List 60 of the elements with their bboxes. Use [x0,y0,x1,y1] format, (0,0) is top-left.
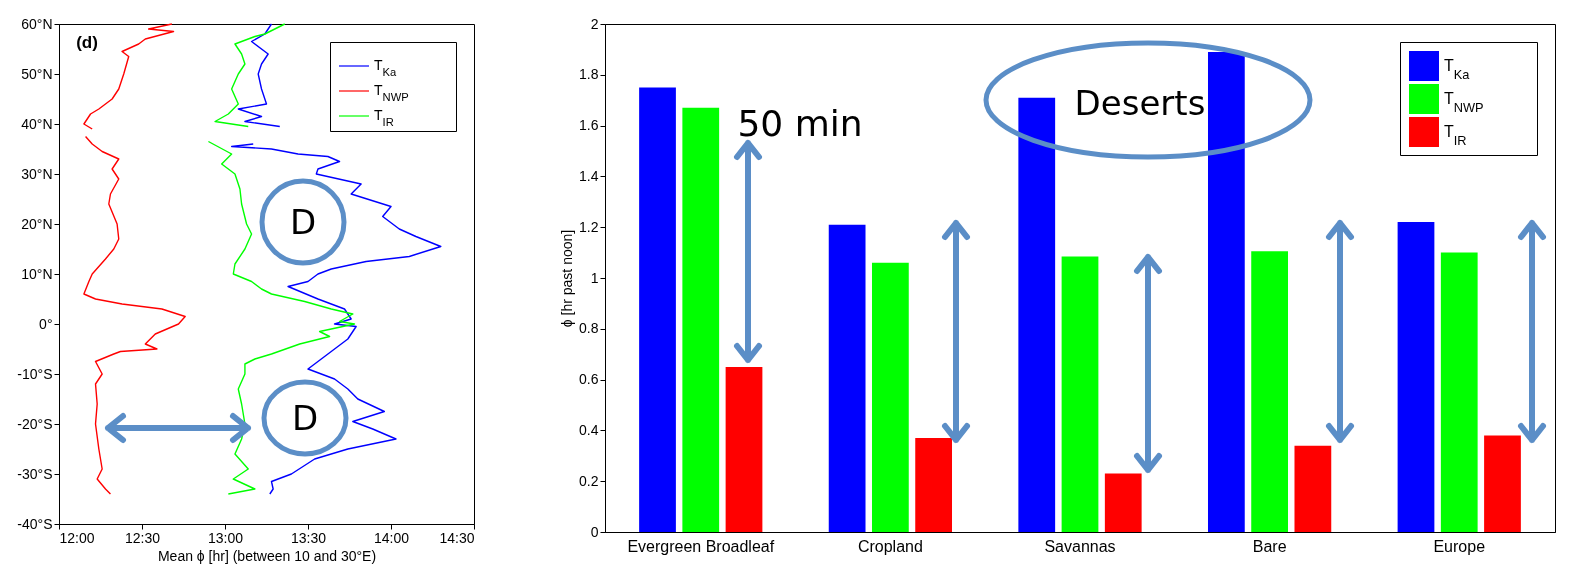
legend-label: T$_{IR}$ [1444,123,1467,148]
x-tick-label: 12:00 [59,529,95,546]
y-tick-label: -30°S [17,465,53,482]
annotation: 50 min [737,102,863,144]
x-tick-label: Savannas [1044,537,1116,555]
legend-label: T$_{NWP}$ [1444,90,1484,115]
bar [1251,251,1288,532]
bar [1294,445,1332,532]
x-tick-label: 13:00 [207,529,244,546]
x-tick-label: Europe [1433,537,1486,555]
y-tick-label: 50°N [21,65,53,82]
y-tick-label: 0° [39,315,53,332]
legend-label: T$_{Ka}$ [1444,57,1471,82]
y-tick-label: 10°N [21,265,53,282]
bar [872,262,909,532]
bar [639,87,676,532]
x-tick-label: 14:30 [439,529,475,546]
x-tick-label: 13:30 [290,529,327,546]
y-tick-label: -40°S [17,515,53,532]
annotation: D [289,202,317,242]
y-tick-label: 2 [590,15,599,32]
bar [1018,97,1056,532]
y-tick-label: 30°N [21,165,53,182]
annotation: (d) [76,33,98,53]
y-tick-label: 1.6 [579,117,599,134]
y-axis-title: ϕ [hr past noon] [559,229,576,328]
bar [682,107,720,532]
bar [1484,435,1521,532]
y-tick-label: 0.8 [579,320,599,337]
legend-label: T$_{NWP}$ [374,82,409,103]
x-tick-label: 14:00 [373,529,410,546]
bar [828,224,866,532]
legend-label: T$_{Ka}$ [374,57,398,78]
y-tick-label: 0.2 [579,472,599,489]
y-tick-label: 20°N [21,215,53,232]
x-tick-label: 12:30 [124,529,161,546]
y-tick-label: 0.4 [579,421,599,438]
x-tick-label: Cropland [857,537,923,555]
x-tick-label: Bare [1252,537,1287,555]
y-tick-label: 1.2 [579,218,599,235]
bar [1397,222,1435,532]
annotation: D [291,398,319,438]
x-tick-label: Evergreen Broadleaf [627,537,775,555]
x-axis-title: Mean ϕ [hr] (between 10 and 30°E) [157,547,377,564]
y-tick-label: 1.8 [579,66,599,83]
bar [1207,51,1245,532]
legend-label: T$_{IR}$ [374,107,394,128]
bar [1061,256,1099,532]
bar [915,438,953,532]
y-tick-label: 0.6 [579,371,599,388]
y-tick-label: -10°S [17,365,53,382]
y-tick-label: 40°N [21,115,53,132]
y-tick-label: -20°S [17,415,53,432]
y-tick-label: 60°N [21,15,53,32]
y-tick-label: 1 [590,269,599,286]
bar [1104,473,1142,532]
y-tick-label: 0 [590,523,599,540]
bar [1440,252,1478,532]
annotation: Deserts [1074,83,1206,123]
y-tick-label: 1.4 [579,167,599,184]
